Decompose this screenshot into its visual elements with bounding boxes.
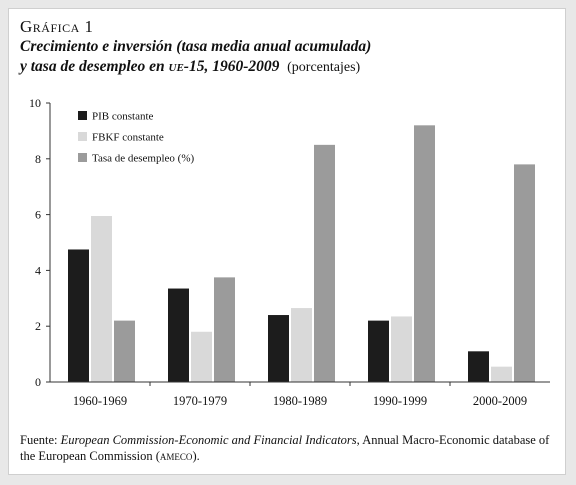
x-tick-label: 1980-1989 (273, 394, 327, 408)
y-tick-label: 4 (35, 263, 41, 277)
figure-label: Gráfica 1 (20, 17, 94, 36)
figure-subtitle: (porcentajes) (287, 60, 361, 75)
bar (214, 277, 235, 382)
bar (168, 288, 189, 382)
y-axis: 0 2 4 6 8 10 (29, 96, 51, 389)
source-mid: , Annual Macro-Economic database of the … (20, 433, 550, 463)
legend-swatch (78, 111, 87, 120)
legend-label: Tasa de desempleo (%) (92, 153, 194, 165)
bar (191, 331, 212, 382)
bar (491, 366, 512, 382)
legend-swatch (78, 153, 87, 162)
bar (314, 144, 335, 382)
bar (514, 164, 535, 382)
source-prefix: Fuente: (20, 433, 61, 447)
source-note: Fuente: European Commission-Economic and… (20, 432, 560, 464)
figure-heading: Gráfica 1 Crecimiento e inversión (tasa … (20, 17, 371, 78)
title-line2-prefix: y tasa de desempleo en (20, 58, 169, 75)
y-tick-label: 10 (29, 96, 41, 110)
bar (91, 215, 112, 382)
bar (368, 320, 389, 382)
y-tick-label: 6 (35, 208, 41, 222)
bar (68, 249, 89, 382)
x-tick-label: 1990-1999 (373, 394, 427, 408)
source-abbrev: ameco (159, 449, 193, 463)
legend-label: FBKF constante (92, 132, 164, 144)
y-tick-label: 8 (35, 152, 41, 166)
y-tick-label: 0 (35, 375, 41, 389)
bar (414, 125, 435, 382)
legend-label: PIB constante (92, 111, 154, 123)
bar (468, 351, 489, 382)
bars-group (68, 125, 535, 382)
figure-title-line1: Crecimiento e inversión (tasa media anua… (20, 38, 372, 55)
bar (114, 320, 135, 382)
title-line2-suffix: , 1960-2009 (204, 58, 280, 75)
x-tick-label: 1960-1969 (73, 394, 127, 408)
title-line2-region: ue-15 (168, 58, 205, 75)
bar (268, 315, 289, 382)
y-tick-label: 2 (35, 319, 41, 333)
x-axis: 1960-1969 1970-1979 1980-1989 1990-1999 2000… (50, 381, 550, 408)
bar (391, 316, 412, 382)
x-tick-label: 1970-1979 (173, 394, 227, 408)
bar (291, 308, 312, 382)
figure-title-line2: y tasa de desempleo en ue-15, 1960-2009 … (20, 57, 371, 78)
legend-swatch (78, 132, 87, 141)
source-end: ). (192, 449, 200, 463)
source-italic: European Commission-Economic and Financi… (60, 433, 357, 447)
legend: PIB constante FBKF constante Tasa de desem… (78, 111, 194, 165)
x-tick-label: 2000-2009 (473, 394, 527, 408)
